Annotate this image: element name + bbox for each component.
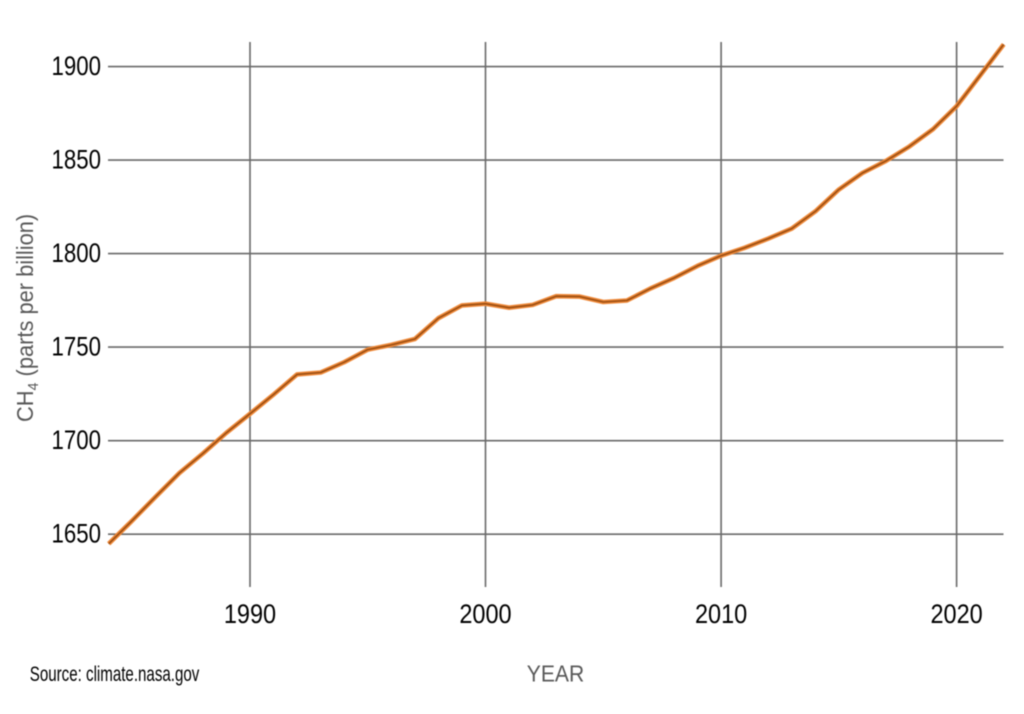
svg-text:Source: climate.nasa.gov: Source: climate.nasa.gov: [30, 663, 200, 686]
svg-text:2000: 2000: [459, 599, 511, 629]
svg-text:1800: 1800: [52, 238, 102, 268]
svg-text:1750: 1750: [52, 331, 102, 361]
svg-text:2020: 2020: [930, 599, 982, 629]
svg-text:1900: 1900: [52, 51, 102, 81]
svg-text:YEAR: YEAR: [527, 661, 585, 687]
svg-text:1990: 1990: [224, 599, 276, 629]
svg-text:2010: 2010: [695, 599, 747, 629]
svg-text:1700: 1700: [52, 425, 102, 455]
svg-text:CH4 (parts per billion): CH4 (parts per billion): [12, 214, 42, 422]
svg-text:1650: 1650: [52, 519, 102, 549]
svg-text:1850: 1850: [52, 144, 102, 174]
